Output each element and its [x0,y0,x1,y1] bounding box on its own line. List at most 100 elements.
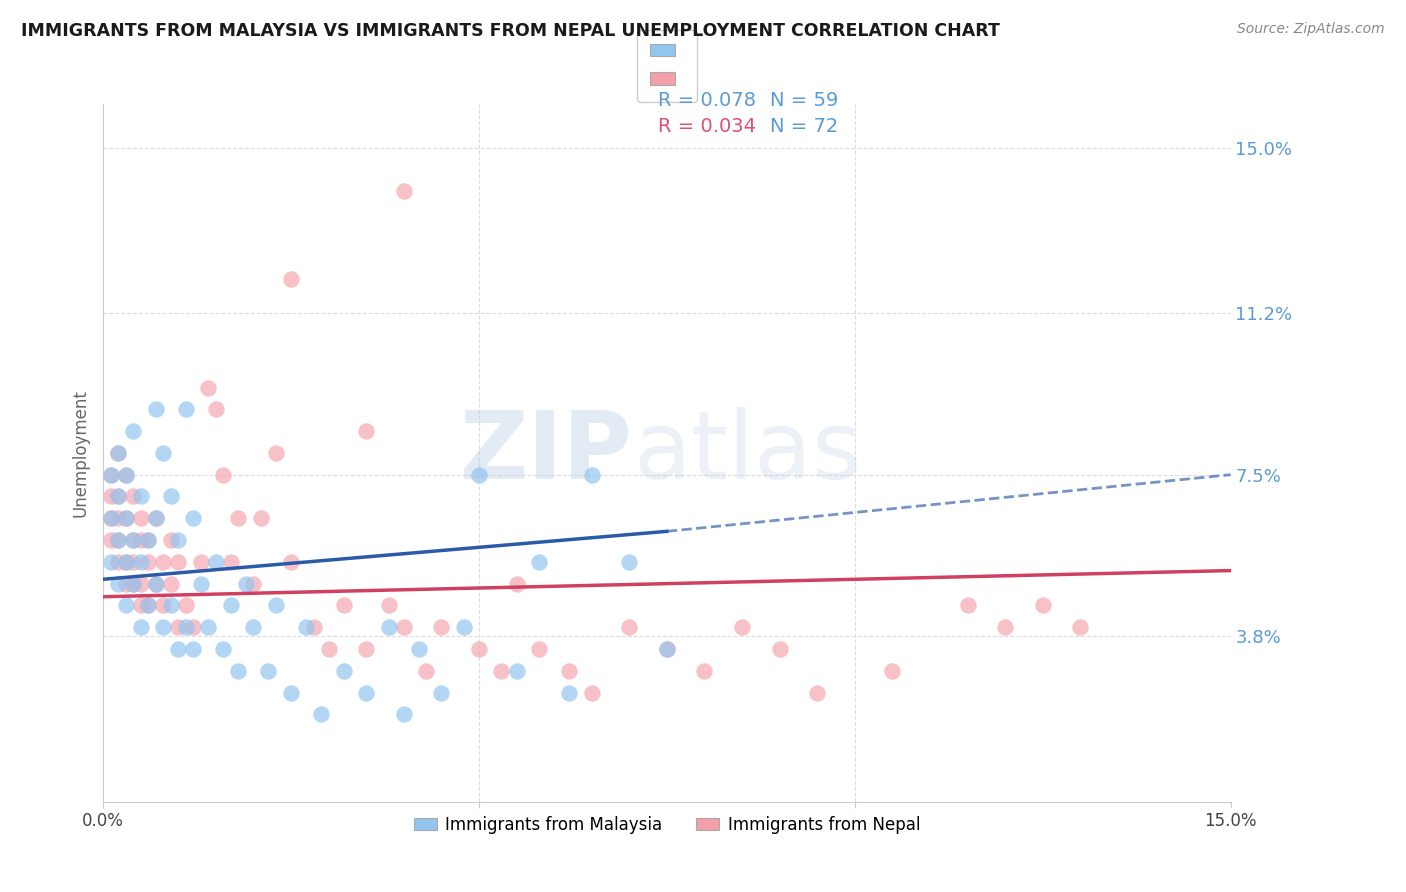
Point [468,642,491,657]
Text: N = 59: N = 59 [770,91,839,111]
Text: R = 0.078: R = 0.078 [658,91,756,111]
Point [205,555,228,569]
Point [114,555,136,569]
Point [129,620,152,634]
Point [318,642,340,657]
Point [114,467,136,482]
Point [107,555,129,569]
Point [655,642,678,657]
Point [129,576,152,591]
Point [453,620,475,634]
Point [994,620,1017,634]
Text: N = 72: N = 72 [770,117,839,136]
Point [107,533,129,547]
Point [136,599,159,613]
Point [107,490,129,504]
Point [145,576,167,591]
Point [107,511,129,525]
Point [1032,599,1054,613]
Point [122,533,145,547]
Point [136,533,159,547]
Point [332,599,354,613]
Point [107,446,129,460]
Point [408,642,430,657]
Point [152,620,174,634]
Point [354,685,377,699]
Point [167,620,190,634]
Point [183,642,205,657]
Point [136,533,159,547]
Point [122,533,145,547]
Point [107,576,129,591]
Point [505,576,527,591]
Point [145,402,167,417]
Point [219,599,242,613]
Point [806,685,828,699]
Point [197,620,219,634]
Point [280,685,302,699]
Point [122,555,145,569]
Point [731,620,754,634]
Point [122,424,145,438]
Point [619,620,641,634]
Point [257,664,280,678]
Point [392,185,415,199]
Point [174,620,197,634]
Legend: Immigrants from Malaysia, Immigrants from Nepal: Immigrants from Malaysia, Immigrants fro… [405,807,928,842]
Point [183,511,205,525]
Point [250,511,273,525]
Point [558,664,581,678]
Point [309,707,332,722]
Point [242,576,264,591]
Point [152,555,174,569]
Point [159,576,181,591]
Point [145,511,167,525]
Point [302,620,325,634]
Point [122,576,145,591]
Point [491,664,513,678]
Point [956,599,979,613]
Point [167,555,190,569]
Point [468,467,491,482]
Point [114,467,136,482]
Point [129,533,152,547]
Point [107,533,129,547]
Point [768,642,790,657]
Point [228,664,250,678]
Point [527,555,550,569]
Point [377,599,399,613]
Point [159,490,181,504]
Point [354,642,377,657]
Point [1069,620,1091,634]
Point [392,620,415,634]
Point [377,620,399,634]
Text: atlas: atlas [633,407,862,499]
Point [197,380,219,394]
Point [114,511,136,525]
Point [581,467,603,482]
Point [129,490,152,504]
Point [430,620,453,634]
Point [107,446,129,460]
Point [205,402,228,417]
Point [114,576,136,591]
Point [264,599,287,613]
Point [212,642,235,657]
Point [122,490,145,504]
Point [242,620,264,634]
Point [100,467,122,482]
Point [235,576,257,591]
Point [167,533,190,547]
Point [190,555,212,569]
Point [100,467,122,482]
Point [145,576,167,591]
Point [114,555,136,569]
Point [527,642,550,657]
Point [129,511,152,525]
Point [136,599,159,613]
Point [295,620,318,634]
Point [212,467,235,482]
Text: R = 0.034: R = 0.034 [658,117,756,136]
Point [183,620,205,634]
Point [100,490,122,504]
